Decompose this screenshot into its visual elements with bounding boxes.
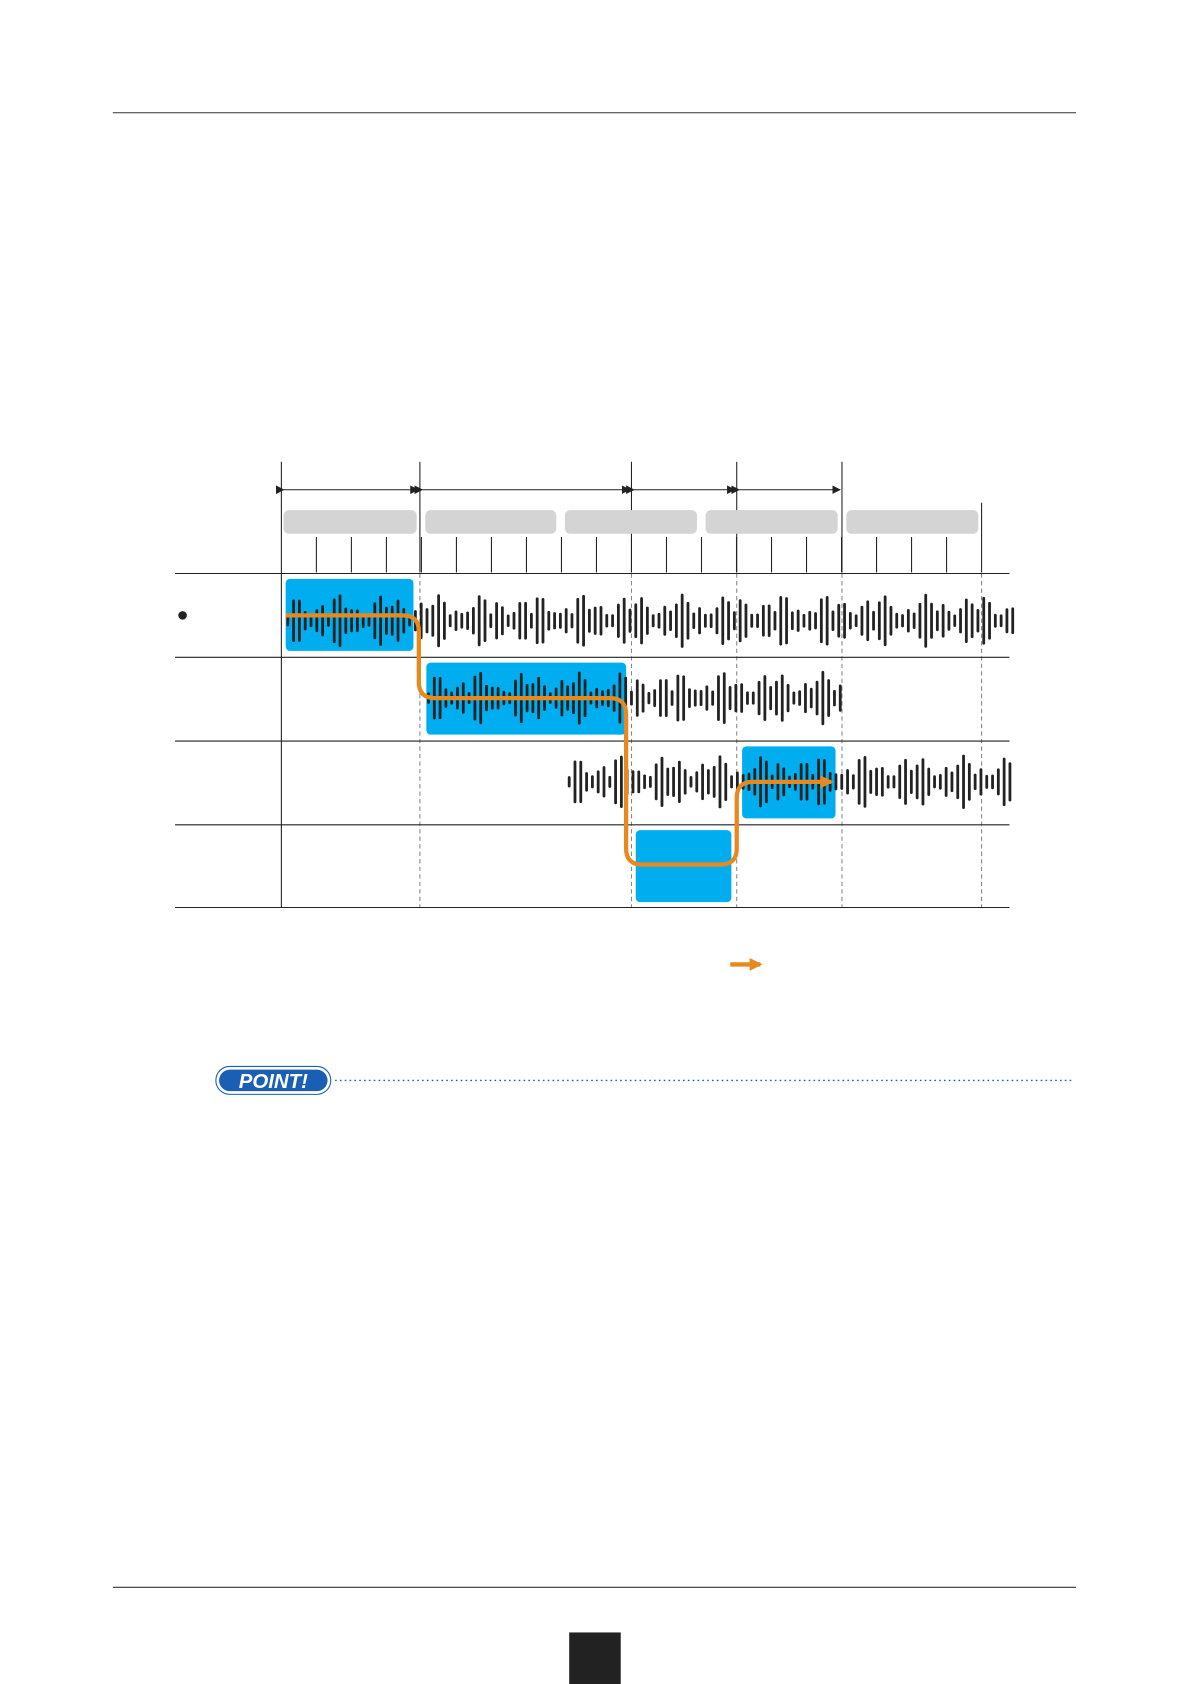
row-lines bbox=[175, 572, 1010, 909]
segment-bars bbox=[283, 510, 979, 534]
point-section: POINT! bbox=[215, 1065, 1074, 1095]
tick-row bbox=[315, 536, 948, 573]
waveform bbox=[286, 593, 1015, 648]
flow-path bbox=[285, 613, 834, 867]
page-number-box bbox=[569, 1632, 621, 1684]
bullet bbox=[178, 611, 187, 620]
badge-text: POINT! bbox=[239, 1071, 308, 1093]
badge bbox=[219, 1069, 328, 1092]
diagram bbox=[175, 461, 1015, 971]
